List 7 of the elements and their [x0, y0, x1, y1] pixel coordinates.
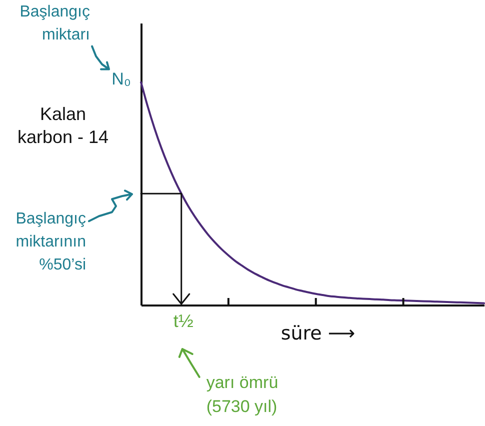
text: N₀: [112, 69, 131, 88]
text: Başlangıç miktarı: [20, 3, 90, 44]
x-axis-title: süre ⟶: [280, 322, 356, 344]
text: yarı ömrü (5730 yıl): [206, 373, 278, 416]
text: t½: [173, 311, 194, 331]
y-axis-title: Kalan karbon - 14: [17, 104, 109, 147]
text: Başlangıç miktarının %50’si: [16, 210, 86, 274]
